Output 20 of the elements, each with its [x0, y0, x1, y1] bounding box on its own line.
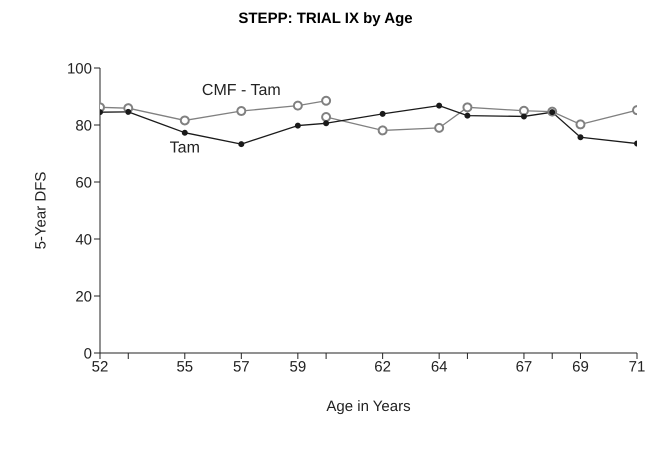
x-tick-label: 64: [430, 358, 448, 376]
y-tick-label: 60: [75, 174, 92, 192]
series-label: Tam: [170, 140, 200, 157]
x-axis-title: Age in Years: [326, 398, 411, 415]
x-tick-label: 55: [176, 358, 194, 376]
x-tick-label: 52: [92, 358, 108, 376]
chart-title: STEPP: TRIAL IX by Age: [237, 10, 414, 27]
x-tick-label: 62: [374, 358, 391, 376]
y-axis-title: 5-Year DFS: [32, 172, 50, 250]
y-tick-label: 100: [66, 60, 92, 78]
y-tick-label: 40: [75, 231, 92, 248]
y-tick-label: 0: [84, 345, 92, 362]
y-tick-label: 80: [75, 117, 92, 134]
x-tick-label: 71: [628, 358, 646, 376]
series-label: CMF - Tam: [202, 82, 281, 100]
x-tick-label: 67: [516, 358, 532, 376]
x-tick-label: 69: [572, 358, 589, 376]
y-tick-label: 20: [75, 288, 92, 306]
x-tick-label: 57: [232, 358, 250, 376]
x-tick-label: 59: [290, 358, 306, 376]
